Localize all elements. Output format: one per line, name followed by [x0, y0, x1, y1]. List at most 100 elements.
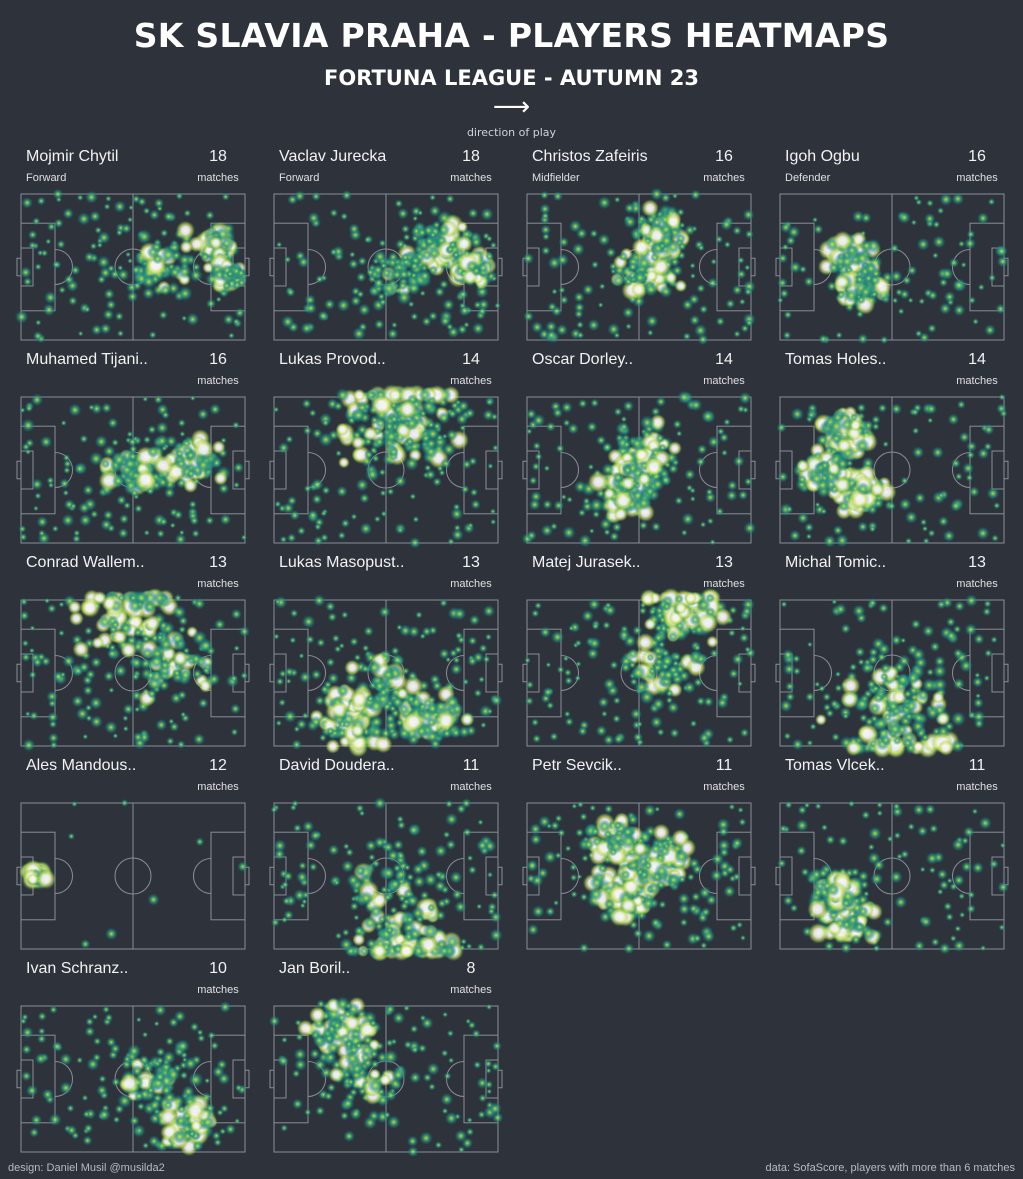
heatmap-pitch	[775, 800, 1009, 955]
pitch-lines	[775, 193, 1009, 341]
heatmap-pitch	[775, 192, 1009, 345]
heatmap-pitch	[522, 587, 756, 748]
player-panel: Igoh Ogbu Defender 16 matches	[775, 148, 1009, 348]
match-count: 18	[209, 148, 227, 165]
player-name: Petr Sevcik..	[532, 757, 622, 774]
player-name: Vaclav Jurecka	[279, 148, 387, 165]
player-panel: Vaclav Jurecka Forward 18 matches	[269, 148, 503, 348]
player-name: Jan Boril..	[279, 960, 351, 977]
player-panel: Matej Jurasek.. 13 matches	[522, 554, 756, 754]
player-name: Igoh Ogbu	[785, 148, 860, 165]
heat-points	[18, 393, 248, 546]
player-panel: Conrad Wallem.. 13 matches	[16, 554, 251, 754]
match-count: 10	[209, 960, 227, 977]
match-count-label: matches	[197, 984, 239, 996]
heatmap-pitch	[269, 796, 503, 962]
heatmap-pitch	[522, 800, 756, 955]
match-count: 16	[209, 351, 227, 368]
player-name: Oscar Dorley..	[532, 351, 634, 368]
heatmap-pitch	[269, 384, 503, 549]
heatmap-pitch	[16, 1001, 250, 1157]
match-count: 14	[968, 351, 986, 368]
player-panel: Lukas Masopust.. 13 matches	[269, 554, 503, 758]
match-count: 14	[462, 351, 480, 368]
heat-points	[525, 800, 747, 955]
direction-label: direction of play	[466, 126, 557, 139]
heatmap-pitch	[269, 594, 503, 758]
heat-points	[19, 587, 251, 752]
match-count: 11	[462, 757, 480, 774]
heatmap-pitch	[16, 799, 250, 950]
match-count-label: matches	[197, 172, 239, 184]
match-count-label: matches	[703, 578, 745, 590]
match-count: 14	[715, 351, 733, 368]
player-panel: Michal Tomic.. 13 matches	[775, 554, 1009, 759]
heat-points	[14, 188, 248, 344]
heat-points	[779, 594, 998, 759]
player-name: David Doudera..	[279, 757, 395, 774]
match-count-label: matches	[450, 172, 492, 184]
player-name: Lukas Masopust..	[279, 554, 405, 571]
player-position: Forward	[26, 172, 67, 184]
player-name: Muhamed Tijani..	[26, 351, 148, 368]
match-count-label: matches	[956, 781, 998, 793]
match-count: 11	[715, 757, 733, 774]
match-count: 13	[715, 554, 733, 571]
match-count-label: matches	[450, 984, 492, 996]
player-panel: Mojmir Chytil Forward 18 matches	[14, 148, 250, 348]
player-panel: Jan Boril.. 8 matches	[268, 960, 504, 1160]
heat-points	[524, 587, 756, 748]
heatmap-pitch	[775, 594, 1009, 759]
pitch-lines	[16, 396, 250, 544]
heat-points	[268, 996, 504, 1158]
match-count: 18	[462, 148, 480, 165]
page-subtitle: FORTUNA LEAGUE - AUTUMN 23	[324, 66, 699, 90]
player-panel: Tomas Vlcek.. 11 matches	[775, 757, 1009, 957]
heatmap-pitch	[14, 188, 250, 344]
player-panel: Ivan Schranz.. 10 matches	[16, 960, 250, 1160]
match-count-label: matches	[956, 578, 998, 590]
player-name: Ales Mandous..	[26, 757, 137, 774]
direction-arrow-icon: ⟶	[492, 92, 531, 122]
page-title: SK SLAVIA PRAHA - PLAYERS HEATMAPS	[133, 16, 890, 55]
heat-points	[776, 192, 1009, 345]
match-count-label: matches	[956, 172, 998, 184]
player-panel: Petr Sevcik.. 11 matches	[522, 757, 756, 957]
player-name: Ivan Schranz..	[26, 960, 129, 977]
match-count-label: matches	[450, 781, 492, 793]
player-name: Lukas Provod..	[279, 351, 386, 368]
match-count-label: matches	[703, 172, 745, 184]
heat-points	[776, 393, 1008, 548]
heatmap-pitch	[521, 390, 757, 548]
player-panel: Ales Mandous.. 12 matches	[16, 757, 250, 957]
player-name: Christos Zafeiris	[532, 148, 648, 165]
player-position: Forward	[279, 172, 320, 184]
player-panel: Muhamed Tijani.. 16 matches	[16, 351, 250, 551]
player-name: Tomas Vlcek..	[785, 757, 885, 774]
player-panel: Tomas Holes.. 14 matches	[775, 351, 1009, 551]
match-count-label: matches	[197, 375, 239, 387]
heatmap-pitch	[269, 190, 503, 341]
player-name: Matej Jurasek..	[532, 554, 641, 571]
heat-points	[18, 799, 249, 950]
heat-points	[272, 384, 500, 549]
match-count: 13	[968, 554, 986, 571]
match-count-label: matches	[703, 781, 745, 793]
player-name: Michal Tomic..	[785, 554, 887, 571]
player-panel: Oscar Dorley.. 14 matches	[521, 351, 757, 551]
match-count-label: matches	[197, 781, 239, 793]
match-count: 11	[968, 757, 986, 774]
player-position: Defender	[785, 172, 831, 184]
heatmap-pitch	[16, 393, 250, 546]
player-name: Conrad Wallem..	[26, 554, 145, 571]
heat-points	[270, 796, 503, 962]
data-source: data: SofaScore, players with more than …	[765, 1162, 1015, 1174]
player-panel: Lukas Provod.. 14 matches	[269, 351, 503, 551]
match-count-label: matches	[450, 375, 492, 387]
player-panel: David Doudera.. 11 matches	[269, 757, 503, 962]
player-panel: Christos Zafeiris Midfielder 16 matches	[522, 148, 757, 348]
match-count: 16	[715, 148, 733, 165]
heat-points	[273, 594, 503, 758]
design-credit: design: Daniel Musil @musilda2	[8, 1162, 165, 1174]
match-count-label: matches	[197, 578, 239, 590]
